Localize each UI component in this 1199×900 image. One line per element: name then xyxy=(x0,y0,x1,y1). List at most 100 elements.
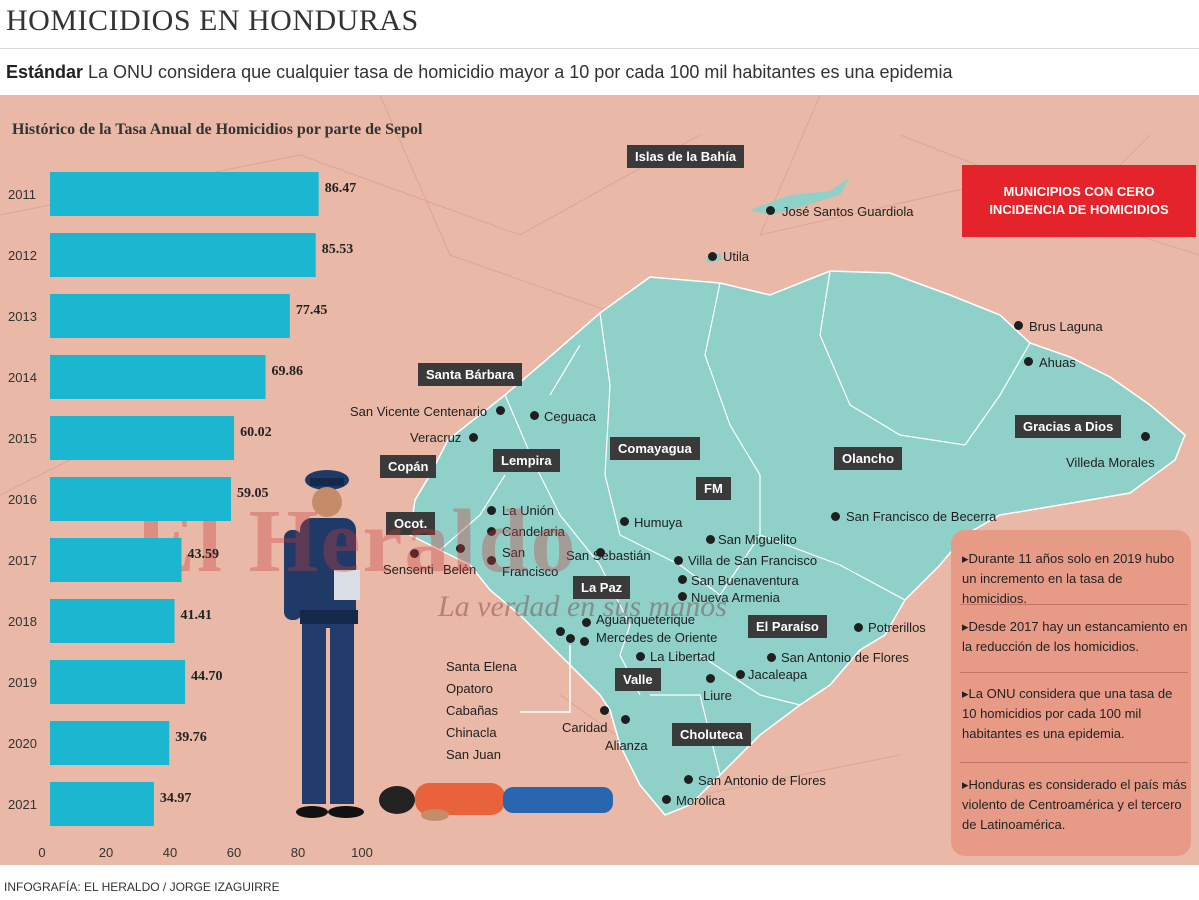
municipality-label: La Unión xyxy=(502,503,555,518)
map-dot xyxy=(831,512,840,521)
list-item: Opatoro xyxy=(446,681,493,696)
municipality-label: San Vicente Centenario xyxy=(350,404,488,419)
page-title: HOMICIDIOS EN HONDURAS xyxy=(6,4,419,37)
municipality-label: La Libertad xyxy=(650,649,716,664)
municipality-label: Jacaleapa xyxy=(748,667,808,682)
map-dot xyxy=(736,670,745,679)
map-dot xyxy=(678,592,687,601)
municipality-label: Mercedes de Oriente xyxy=(596,630,718,645)
map-dot xyxy=(469,433,478,442)
island-roatan xyxy=(750,177,850,215)
dept-la-paz: La Paz xyxy=(573,576,631,599)
dept-valle: Valle xyxy=(615,668,661,691)
watermark-slogan: La verdad en sus manos xyxy=(438,590,727,623)
legend-line-2: INCIDENCIA DE HOMICIDIOS xyxy=(989,202,1169,217)
map-dot xyxy=(706,674,715,683)
municipality-label: José Santos Guardiola xyxy=(782,204,914,219)
victim-illustration xyxy=(379,783,613,821)
note-divider xyxy=(960,672,1188,673)
dept-islas: Islas de la Bahía xyxy=(627,145,745,168)
municipality-label: Morolica xyxy=(676,793,726,808)
map-dot xyxy=(674,556,683,565)
map-dot xyxy=(621,715,630,724)
credit-line: INFOGRAFÍA: EL HERALDO / JORGE IZAGUIRRE xyxy=(4,880,280,894)
municipality-label: San Miguelito xyxy=(718,532,797,547)
map-dot xyxy=(854,623,863,632)
police-officer-illustration xyxy=(284,470,364,818)
dept-santa-barbara: Santa Bárbara xyxy=(418,363,523,386)
municipality-label: San Antonio de Flores xyxy=(698,773,826,788)
map-dot xyxy=(620,517,629,526)
map-dot xyxy=(496,406,505,415)
watermark-logo: El Heraldo xyxy=(135,492,578,591)
municipality-label: Caridad xyxy=(562,720,608,735)
note-divider xyxy=(960,604,1188,605)
subtitle-text: La ONU considera que cualquier tasa de h… xyxy=(83,62,953,82)
map-background xyxy=(0,95,1199,816)
map-dot xyxy=(487,527,496,536)
map-dot xyxy=(706,535,715,544)
legend-line-1: MUNICIPIOS CON CERO xyxy=(1003,184,1155,199)
dept-copan: Copán xyxy=(380,455,437,478)
map-dot xyxy=(487,556,496,565)
zero-homicide-legend: MUNICIPIOS CON CERO INCIDENCIA DE HOMICI… xyxy=(962,165,1196,237)
map-dot xyxy=(1014,321,1023,330)
municipality-label: San Buenaventura xyxy=(691,573,799,588)
municipality-label: San Antonio de Flores xyxy=(781,650,909,665)
municipality-label: Brus Laguna xyxy=(1029,319,1103,334)
list-item: San Juan xyxy=(446,747,501,762)
note-divider xyxy=(960,762,1188,763)
map-dot xyxy=(596,548,605,557)
municipality-label: Veracruz xyxy=(410,430,462,445)
map-dot xyxy=(684,775,693,784)
dept-gracias: Gracias a Dios xyxy=(1015,415,1122,438)
municipality-label: Liure xyxy=(703,688,732,703)
map-dot xyxy=(636,652,645,661)
dept-comayagua: Comayagua xyxy=(610,437,700,460)
map-dot xyxy=(708,252,717,261)
municipality-label: San Francisco de Becerra xyxy=(846,509,997,524)
map-dot xyxy=(556,627,565,636)
map-dot xyxy=(1024,357,1033,366)
la-paz-municipality-list: Santa Elena Opatoro Cabañas Chinacla San… xyxy=(446,656,517,766)
list-item: Santa Elena xyxy=(446,659,517,674)
map-dot xyxy=(580,637,589,646)
dept-fm: FM xyxy=(696,477,731,500)
municipality-label: Sensenti xyxy=(383,562,434,577)
municipality-label: Ahuas xyxy=(1039,355,1076,370)
map-dot xyxy=(582,618,591,627)
municipality-label: Candelaria xyxy=(502,524,565,539)
municipality-label: Nueva Armenia xyxy=(691,590,780,605)
municipality-label: Alianza xyxy=(605,738,648,753)
dept-choluteca: Choluteca xyxy=(672,723,751,746)
municipality-label: San xyxy=(502,545,526,560)
note-2: ▸Desde 2017 hay un estancamiento en la r… xyxy=(962,619,1188,654)
map-dot xyxy=(530,411,539,420)
map-dot xyxy=(456,544,465,553)
map-dot xyxy=(410,549,419,558)
municipality-label: Villa de San Francisco xyxy=(688,553,818,568)
title-divider xyxy=(0,48,1199,49)
list-connector xyxy=(520,645,571,713)
subtitle-bold: Estándar xyxy=(6,62,84,82)
notes-panel xyxy=(951,530,1191,856)
map-dot xyxy=(487,506,496,515)
municipality-label: Aguanqueterique xyxy=(596,612,696,627)
map-dot xyxy=(678,575,687,584)
dept-el-paraiso: El Paraíso xyxy=(748,615,827,638)
dept-ocot: Ocot. xyxy=(386,512,436,535)
list-item: Chinacla xyxy=(446,725,497,740)
municipality-label: Potrerillos xyxy=(868,620,926,635)
municipality-label: Utila xyxy=(723,249,750,264)
dept-olancho: Olancho xyxy=(834,447,903,470)
municipality-label: Francisco xyxy=(502,564,559,579)
note-4: ▸Honduras es considerado el país más vio… xyxy=(962,777,1187,832)
note-3: ▸La ONU considera que una tasa de 10 hom… xyxy=(962,686,1173,741)
municipality-label: Villeda Morales xyxy=(1066,455,1155,470)
map-dot xyxy=(1141,432,1150,441)
map-dot xyxy=(600,706,609,715)
chart-title: Histórico de la Tasa Anual de Homicidios… xyxy=(12,121,423,138)
municipality-label: Humuya xyxy=(634,515,683,530)
municipality-label: Belén xyxy=(443,562,477,577)
